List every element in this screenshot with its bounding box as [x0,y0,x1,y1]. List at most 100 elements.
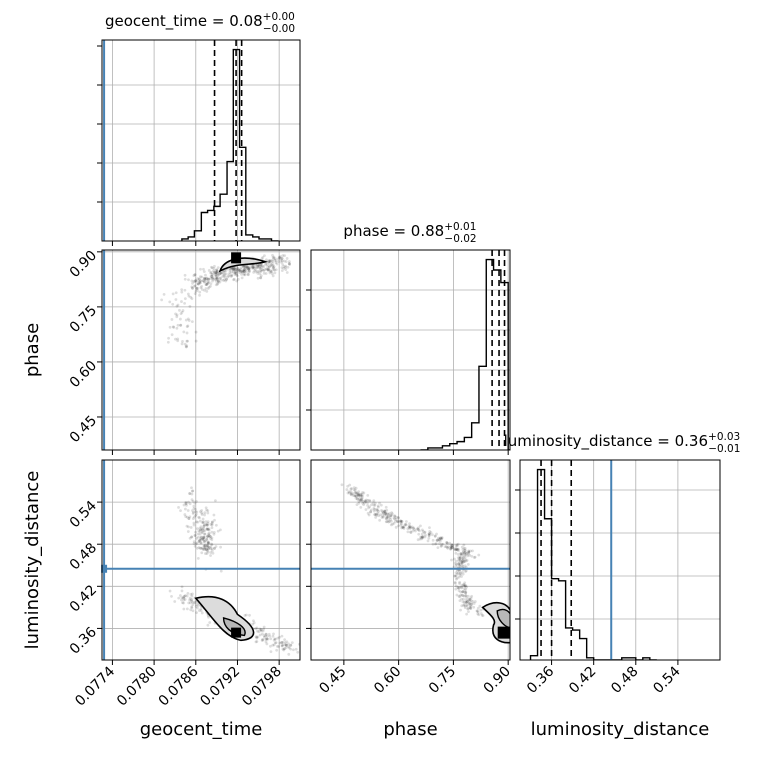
sample-point [235,270,239,274]
sample-point [454,587,458,591]
sample-point [171,325,175,329]
sample-point [283,647,287,650]
sample-point [210,538,214,542]
sample-point [464,600,468,604]
sample-point [460,604,464,608]
sample-point [188,502,192,506]
sample-point [247,267,251,271]
sample-point [271,266,275,270]
sample-point [453,581,457,585]
sample-point [457,558,460,562]
x-tick-label: 0.90 [481,664,514,697]
sample-point [223,270,227,274]
sample-point [460,561,464,564]
sample-point [233,267,237,271]
sample-point [381,512,385,516]
sample-point [271,634,275,638]
histogram-step [181,48,279,241]
sample-point [183,273,187,277]
sample-point [352,488,356,492]
sample-point [401,525,404,529]
sample-point [263,635,266,639]
sample-point [189,598,193,602]
sample-point [271,264,274,268]
sample-point [201,279,205,283]
sample-point [461,590,465,594]
sample-point [191,609,195,613]
sample-point [256,265,260,268]
sample-point [210,275,214,278]
sample-point [194,289,198,293]
sample-point [262,634,266,638]
sample-point [353,494,357,498]
sample-point [214,277,218,281]
sample-point [258,266,262,270]
sample-point [219,271,223,275]
sample-point [403,523,407,527]
sample-point [191,286,194,290]
sample-point [218,280,222,284]
sample-point [182,330,186,334]
sample-point [369,508,373,512]
sample-point [296,650,300,654]
sample-point [349,492,353,496]
sample-point [464,587,468,591]
sample-point [240,269,244,273]
sample-point [420,528,424,532]
sample-point [251,265,255,269]
sample-point [449,545,453,548]
sample-point [193,501,197,505]
sample-point [389,519,393,523]
sample-point [172,325,176,329]
sample-point [214,499,217,503]
sample-point [455,543,459,547]
sample-point [209,547,213,551]
sample-point [259,269,263,273]
sample-point [222,279,225,282]
sample-point [197,609,201,612]
sample-point [214,275,218,279]
sample-point [472,605,476,609]
sample-point [193,284,196,288]
sample-point [462,559,466,563]
sample-point [202,536,205,540]
sample-point [182,601,185,605]
sample-point [284,266,287,269]
title-lower-error: −0.00 [263,23,295,35]
sample-point [197,282,200,286]
sample-point [230,267,234,271]
sample-point [268,634,272,638]
sample-point [282,266,286,270]
x-tick-label: 0.0774 [72,663,118,709]
sample-point [455,572,459,576]
sample-point [429,531,433,534]
sample-point [467,601,471,605]
sample-point [364,498,368,502]
sample-point [185,515,189,519]
sample-point [366,501,369,505]
sample-point [373,513,377,517]
sample-point [203,276,206,280]
sample-point [450,546,454,549]
sample-point [393,517,396,521]
sample-point [201,517,205,521]
sample-point [215,268,219,272]
sample-point [202,535,206,539]
sample-point [289,643,293,647]
sample-point [206,542,210,546]
sample-point [267,268,271,272]
x-tick-label: 0.0786 [156,663,202,709]
sample-point [227,274,231,278]
sample-point [211,273,215,276]
sample-point [195,527,199,531]
sample-point [222,274,226,278]
sample-point [166,340,170,344]
sample-point [456,571,460,575]
sample-point [242,270,246,273]
y-tick-label: 0.90 [67,248,100,281]
sample-point [457,562,461,565]
truth-marker [101,564,108,573]
sample-point [273,268,276,272]
sample-point [195,500,198,503]
sample-point [210,547,214,551]
